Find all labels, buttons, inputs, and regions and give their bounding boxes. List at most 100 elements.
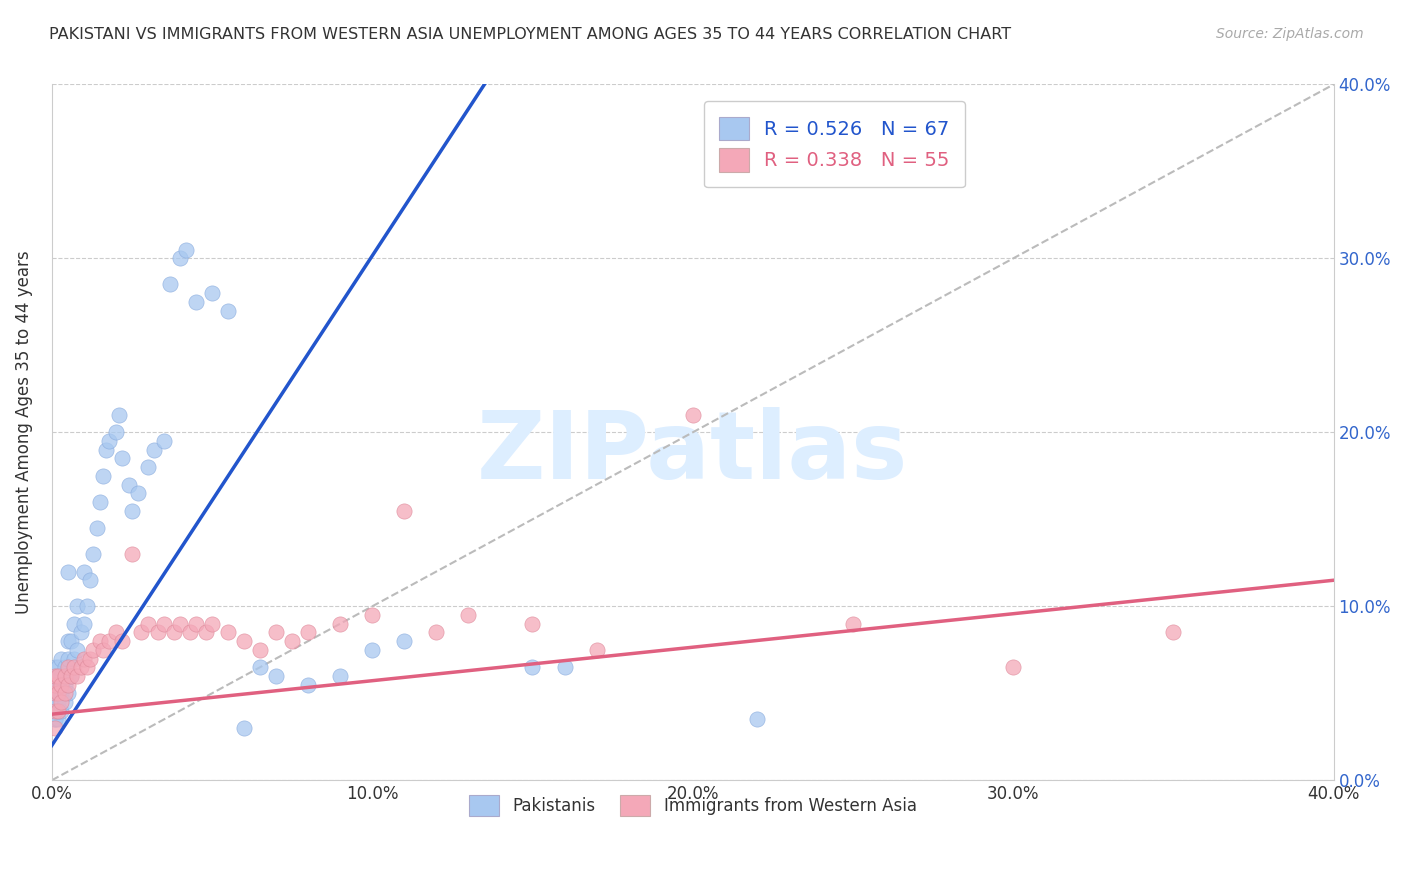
Point — [98, 434, 121, 448]
Point — [46, 695, 69, 709]
Point — [249, 660, 271, 674]
Point — [53, 669, 76, 683]
Point — [91, 468, 114, 483]
Point — [143, 442, 166, 457]
Point — [153, 616, 176, 631]
Point — [111, 634, 134, 648]
Point — [153, 434, 176, 448]
Point — [44, 704, 66, 718]
Point — [264, 625, 287, 640]
Point — [46, 704, 69, 718]
Point — [59, 669, 82, 683]
Point — [44, 695, 66, 709]
Point — [51, 704, 73, 718]
Point — [76, 599, 98, 614]
Point — [56, 651, 79, 665]
Point — [59, 669, 82, 683]
Point — [522, 660, 544, 674]
Point — [118, 477, 141, 491]
Legend: Pakistanis, Immigrants from Western Asia: Pakistanis, Immigrants from Western Asia — [461, 787, 925, 824]
Point — [131, 625, 153, 640]
Point — [184, 616, 207, 631]
Point — [553, 660, 575, 674]
Point — [44, 686, 66, 700]
Point — [179, 625, 201, 640]
Text: Source: ZipAtlas.com: Source: ZipAtlas.com — [1216, 27, 1364, 41]
Point — [56, 565, 79, 579]
Point — [53, 678, 76, 692]
Point — [394, 634, 416, 648]
Point — [146, 625, 169, 640]
Point — [162, 625, 184, 640]
Point — [56, 686, 79, 700]
Point — [63, 660, 86, 674]
Point — [51, 678, 73, 692]
Point — [745, 713, 768, 727]
Point — [89, 634, 111, 648]
Point — [184, 294, 207, 309]
Point — [53, 686, 76, 700]
Point — [69, 660, 91, 674]
Point — [1002, 660, 1025, 674]
Point — [51, 686, 73, 700]
Point — [82, 643, 104, 657]
Point — [82, 547, 104, 561]
Point — [44, 678, 66, 692]
Point — [104, 625, 127, 640]
Point — [44, 686, 66, 700]
Point — [44, 704, 66, 718]
Point — [169, 252, 191, 266]
Point — [127, 486, 149, 500]
Point — [73, 616, 96, 631]
Point — [63, 651, 86, 665]
Point — [76, 660, 98, 674]
Point — [297, 678, 319, 692]
Point — [159, 277, 181, 292]
Point — [98, 634, 121, 648]
Point — [176, 243, 198, 257]
Text: PAKISTANI VS IMMIGRANTS FROM WESTERN ASIA UNEMPLOYMENT AMONG AGES 35 TO 44 YEARS: PAKISTANI VS IMMIGRANTS FROM WESTERN ASI… — [49, 27, 1011, 42]
Point — [201, 286, 224, 301]
Point — [69, 625, 91, 640]
Point — [46, 660, 69, 674]
Point — [361, 607, 384, 622]
Point — [66, 599, 89, 614]
Point — [63, 616, 86, 631]
Point — [249, 643, 271, 657]
Point — [56, 669, 79, 683]
Point — [121, 503, 143, 517]
Point — [585, 643, 607, 657]
Y-axis label: Unemployment Among Ages 35 to 44 years: Unemployment Among Ages 35 to 44 years — [15, 251, 32, 615]
Point — [522, 616, 544, 631]
Point — [329, 669, 352, 683]
Point — [56, 678, 79, 692]
Point — [91, 643, 114, 657]
Point — [44, 721, 66, 735]
Point — [66, 643, 89, 657]
Point — [46, 704, 69, 718]
Point — [281, 634, 304, 648]
Point — [425, 625, 447, 640]
Point — [96, 442, 118, 457]
Point — [46, 678, 69, 692]
Point — [217, 303, 239, 318]
Point — [44, 669, 66, 683]
Point — [329, 616, 352, 631]
Point — [86, 521, 108, 535]
Point — [457, 607, 479, 622]
Point — [56, 634, 79, 648]
Point — [51, 669, 73, 683]
Point — [44, 713, 66, 727]
Point — [79, 651, 101, 665]
Point — [169, 616, 191, 631]
Text: ZIPatlas: ZIPatlas — [477, 408, 908, 500]
Point — [51, 695, 73, 709]
Point — [53, 660, 76, 674]
Point — [46, 713, 69, 727]
Point — [297, 625, 319, 640]
Point — [233, 721, 256, 735]
Point — [217, 625, 239, 640]
Point — [73, 565, 96, 579]
Point — [104, 425, 127, 440]
Point — [46, 669, 69, 683]
